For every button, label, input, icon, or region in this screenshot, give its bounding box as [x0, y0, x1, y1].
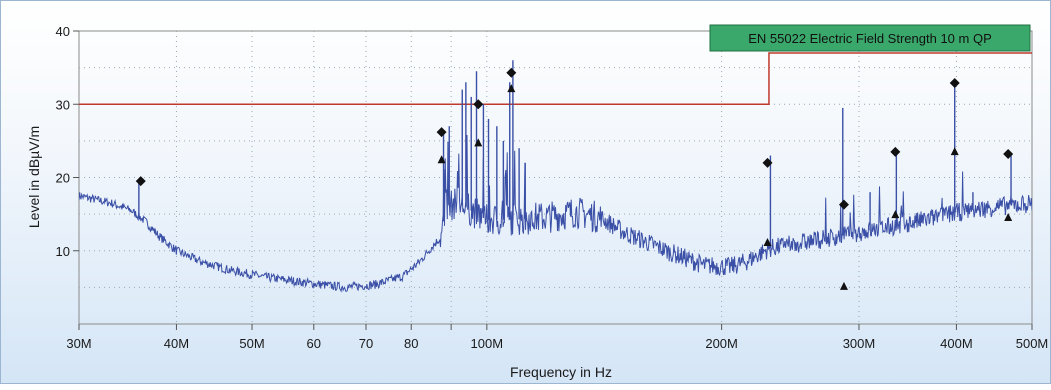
x-tick-label: 100M	[471, 336, 504, 351]
measurement-trace	[79, 60, 1032, 293]
avg-triangle-marker	[891, 210, 900, 219]
avg-triangle-marker	[507, 84, 516, 93]
markers	[135, 67, 1014, 290]
avg-triangle-marker	[437, 155, 446, 164]
x-tick-label: 500M	[1016, 336, 1049, 351]
trace-noise-path	[79, 134, 1032, 293]
x-tick-label: 40M	[164, 336, 189, 351]
qp-diamond-marker	[838, 199, 849, 210]
limit-line	[79, 52, 1032, 105]
avg-triangle-marker	[950, 147, 959, 156]
limit-legend: EN 55022 Electric Field Strength 10 m QP	[709, 24, 1031, 52]
qp-diamond-marker	[473, 99, 484, 110]
qp-diamond-marker	[1003, 149, 1014, 160]
qp-diamond-marker	[135, 176, 146, 187]
y-tick-label: 40	[56, 24, 70, 39]
x-tick-label: 80	[404, 336, 418, 351]
qp-diamond-marker	[762, 157, 773, 168]
qp-diamond-marker	[949, 78, 960, 89]
qp-diamond-marker	[436, 127, 447, 138]
limit-line-path	[79, 52, 1032, 105]
y-axis-title: Level in dBµV/m	[26, 126, 42, 228]
x-axis-title: Frequency in Hz	[510, 364, 612, 380]
x-tick-label: 30M	[66, 336, 91, 351]
x-tick-label: 60	[307, 336, 321, 351]
qp-diamond-marker	[890, 146, 901, 157]
legend-box	[709, 24, 1031, 52]
tick-labels: 10 20 30 40 30M 40M 50M 60 70 80 100M 200M 300M 400M 5…	[56, 24, 1049, 351]
grid-lines	[79, 31, 1032, 324]
x-tick-label: 200M	[705, 336, 738, 351]
x-tick-label: 300M	[843, 336, 876, 351]
limit-line-name: EN 55022 Electric Field Strength 10 m QP	[748, 31, 992, 46]
qp-diamond-marker	[506, 67, 517, 78]
avg-triangle-marker	[839, 281, 848, 290]
x-tick-label: 50M	[239, 336, 264, 351]
y-tick-label: 30	[56, 97, 70, 112]
y-tick-label: 10	[56, 244, 70, 259]
x-tick-label: 400M	[940, 336, 973, 351]
avg-triangle-marker	[474, 138, 483, 147]
avg-triangle-marker	[1004, 213, 1013, 222]
avg-triangle-marker	[763, 237, 772, 246]
y-tick-label: 20	[56, 171, 70, 186]
x-tick-label: 70	[359, 336, 373, 351]
